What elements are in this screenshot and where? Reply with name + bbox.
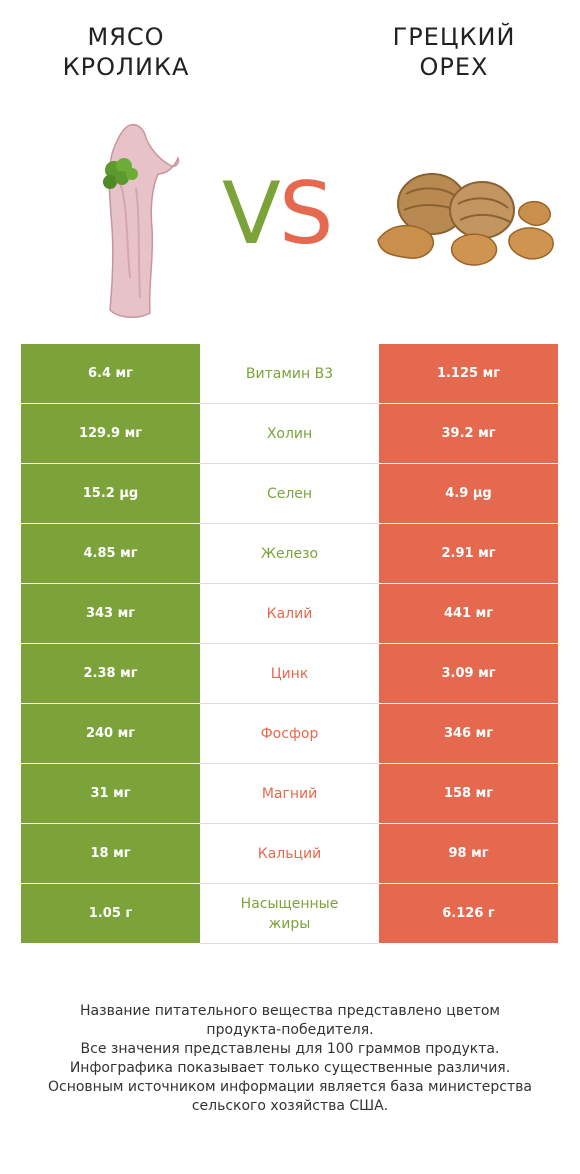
- footer-line: Основным источником информации является …: [48, 1079, 532, 1095]
- right-value: 158 мг: [379, 764, 558, 824]
- footer-line: Инфографика показывает только существенн…: [69, 1060, 511, 1076]
- left-product-title: МЯСО КРОЛИКА: [16, 22, 236, 82]
- left-value: 4.85 мг: [21, 524, 200, 584]
- footer-note: Название питательного вещества представл…: [20, 1002, 560, 1116]
- right-value: 39.2 мг: [379, 404, 558, 464]
- footer-line: Все значения представлены для 100 граммо…: [80, 1041, 500, 1057]
- left-value: 2.38 мг: [21, 644, 200, 704]
- vs-label: VS: [222, 164, 334, 264]
- footer-line: сельского хозяйства США.: [191, 1098, 389, 1114]
- right-value: 346 мг: [379, 704, 558, 764]
- table-row: 4.85 мг Железо 2.91 мг: [21, 524, 558, 584]
- nutrient-name: Цинк: [200, 644, 379, 704]
- right-value: 98 мг: [379, 824, 558, 884]
- table-row: 15.2 µg Селен 4.9 µg: [21, 464, 558, 524]
- left-value: 15.2 µg: [21, 464, 200, 524]
- nutrient-name: Магний: [200, 764, 379, 824]
- vs-v: V: [222, 164, 281, 264]
- table-row: 240 мг Фосфор 346 мг: [21, 704, 558, 764]
- nutrient-name: Холин: [200, 404, 379, 464]
- right-title-line1: ГРЕЦКИЙ: [392, 23, 516, 51]
- table-row: 18 мг Кальций 98 мг: [21, 824, 558, 884]
- nutrient-name: Насыщенные жиры: [200, 884, 379, 944]
- left-value: 129.9 мг: [21, 404, 200, 464]
- table-row: 6.4 мг Витамин B3 1.125 мг: [21, 344, 558, 404]
- left-value: 1.05 г: [21, 884, 200, 944]
- left-value: 240 мг: [21, 704, 200, 764]
- left-title-line1: МЯСО: [87, 23, 165, 51]
- table-row: 31 мг Магний 158 мг: [21, 764, 558, 824]
- right-value: 2.91 мг: [379, 524, 558, 584]
- footer-line: продукта-победителя.: [206, 1022, 374, 1038]
- table-row: 2.38 мг Цинк 3.09 мг: [21, 644, 558, 704]
- footer-line: Название питательного вещества представл…: [80, 1003, 500, 1019]
- nutrient-name: Фосфор: [200, 704, 379, 764]
- nutrient-name: Калий: [200, 584, 379, 644]
- right-value: 1.125 мг: [379, 344, 558, 404]
- right-value: 441 мг: [379, 584, 558, 644]
- right-value: 4.9 µg: [379, 464, 558, 524]
- vs-s: S: [278, 164, 334, 264]
- table-row: 1.05 г Насыщенные жиры 6.126 г: [21, 884, 558, 944]
- nutrient-name: Кальций: [200, 824, 379, 884]
- table-row: 129.9 мг Холин 39.2 мг: [21, 404, 558, 464]
- nutrient-name: Селен: [200, 464, 379, 524]
- rabbit-meat-image: [103, 124, 180, 318]
- left-value: 18 мг: [21, 824, 200, 884]
- right-value: 6.126 г: [379, 884, 558, 944]
- right-value: 3.09 мг: [379, 644, 558, 704]
- right-product-title: ГРЕЦКИЙ ОРЕХ: [344, 22, 564, 82]
- left-value: 343 мг: [21, 584, 200, 644]
- walnut-image: [377, 173, 554, 266]
- nutrient-name: Железо: [200, 524, 379, 584]
- table-row: 343 мг Калий 441 мг: [21, 584, 558, 644]
- left-value: 31 мг: [21, 764, 200, 824]
- left-value: 6.4 мг: [21, 344, 200, 404]
- right-title-line2: ОРЕХ: [419, 53, 489, 81]
- left-title-line2: КРОЛИКА: [62, 53, 190, 81]
- nutrient-name: Витамин B3: [200, 344, 379, 404]
- comparison-table: 6.4 мг Витамин B3 1.125 мг 129.9 мг Холи…: [21, 344, 558, 944]
